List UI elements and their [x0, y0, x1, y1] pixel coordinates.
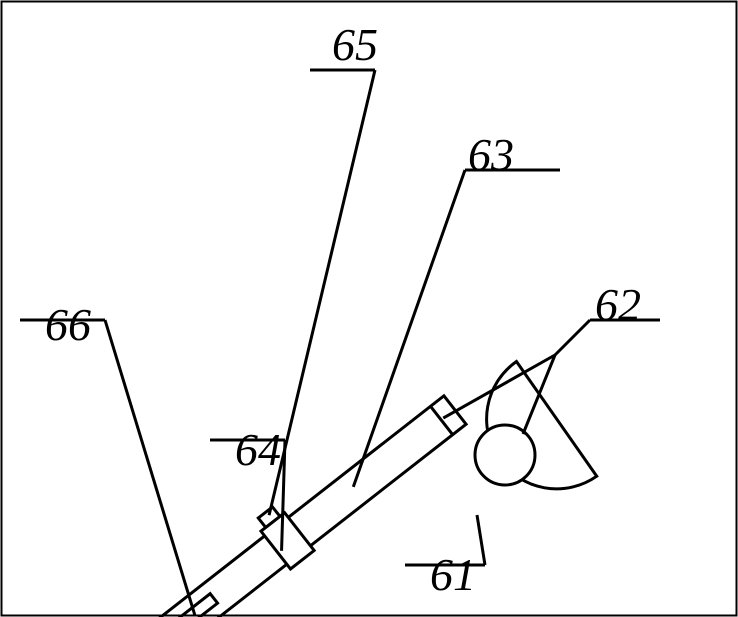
leader-62-stem	[555, 320, 590, 355]
leader-65	[269, 70, 375, 515]
label-65: 65	[332, 19, 378, 70]
label-66: 66	[45, 299, 91, 350]
hub-bore	[475, 425, 535, 485]
label-64: 64	[235, 424, 281, 475]
leader-66	[105, 320, 195, 616]
label-63: 63	[468, 129, 514, 180]
label-62: 62	[595, 279, 641, 330]
label-61: 61	[430, 549, 476, 600]
leader-61	[477, 515, 485, 565]
